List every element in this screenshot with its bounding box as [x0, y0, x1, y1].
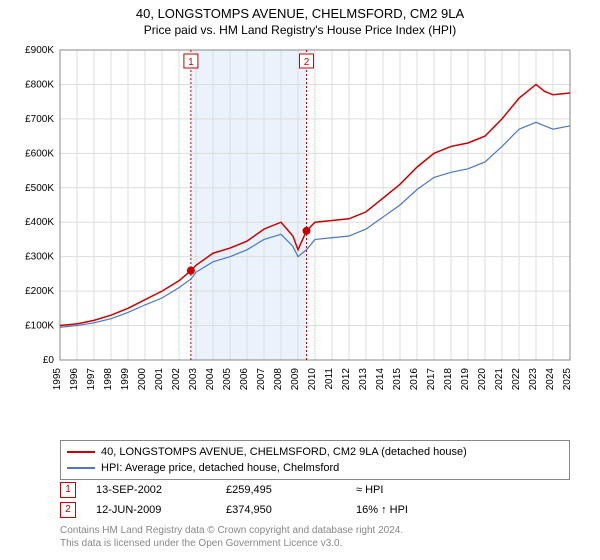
svg-text:1999: 1999 — [120, 368, 131, 391]
sale-vs_hpi: ≈ HPI — [356, 484, 486, 496]
legend-swatch — [67, 451, 95, 453]
svg-text:1995: 1995 — [52, 368, 63, 391]
sale-price: £374,950 — [226, 504, 356, 516]
svg-text:£400K: £400K — [25, 217, 54, 228]
svg-text:2011: 2011 — [324, 368, 335, 390]
svg-text:2021: 2021 — [494, 368, 505, 391]
svg-text:£0: £0 — [43, 355, 55, 366]
chart-subtitle: Price paid vs. HM Land Registry's House … — [0, 23, 600, 37]
svg-text:2014: 2014 — [375, 368, 386, 391]
svg-text:2009: 2009 — [290, 368, 301, 391]
svg-text:2002: 2002 — [171, 368, 182, 391]
legend-label: 40, LONGSTOMPS AVENUE, CHELMSFORD, CM2 9… — [101, 446, 467, 458]
legend-row: HPI: Average price, detached house, Chel… — [67, 460, 563, 476]
svg-text:1997: 1997 — [86, 368, 97, 391]
svg-text:2004: 2004 — [205, 368, 216, 391]
footer-line2: This data is licensed under the Open Gov… — [60, 537, 403, 550]
legend: 40, LONGSTOMPS AVENUE, CHELMSFORD, CM2 9… — [60, 440, 570, 480]
svg-text:2001: 2001 — [154, 368, 165, 391]
sale-row: 1 13-SEP-2002£259,495≈ HPI — [60, 480, 570, 500]
svg-text:2016: 2016 — [409, 368, 420, 391]
svg-text:1: 1 — [188, 57, 194, 68]
svg-text:£300K: £300K — [25, 252, 54, 263]
svg-text:2018: 2018 — [443, 368, 454, 391]
svg-text:2022: 2022 — [511, 368, 522, 391]
svg-text:£800K: £800K — [25, 79, 54, 90]
svg-text:2020: 2020 — [477, 368, 488, 391]
svg-text:£900K: £900K — [25, 45, 54, 56]
footer-attribution: Contains HM Land Registry data © Crown c… — [60, 524, 403, 550]
svg-text:2: 2 — [304, 57, 310, 68]
footer-line1: Contains HM Land Registry data © Crown c… — [60, 524, 403, 537]
svg-text:£100K: £100K — [25, 321, 54, 332]
svg-text:2005: 2005 — [222, 368, 233, 391]
svg-text:£700K: £700K — [25, 114, 54, 125]
sales-table: 1 13-SEP-2002£259,495≈ HPI 2 12-JUN-2009£37… — [60, 480, 570, 520]
svg-text:2000: 2000 — [137, 368, 148, 391]
legend-label: HPI: Average price, detached house, Chel… — [101, 462, 339, 474]
sale-vs_hpi: 16% ↑ HPI — [356, 504, 486, 516]
svg-text:1996: 1996 — [69, 368, 80, 391]
svg-text:£600K: £600K — [25, 148, 54, 159]
sale-date: 13-SEP-2002 — [96, 484, 226, 496]
legend-row: 40, LONGSTOMPS AVENUE, CHELMSFORD, CM2 9… — [67, 444, 563, 460]
svg-text:2019: 2019 — [460, 368, 471, 391]
svg-text:2008: 2008 — [273, 368, 284, 391]
sale-row: 2 12-JUN-2009£374,95016% ↑ HPI — [60, 500, 570, 520]
sale-badge: 1 — [60, 482, 76, 498]
svg-text:£500K: £500K — [25, 183, 54, 194]
legend-swatch — [67, 467, 95, 469]
svg-text:2025: 2025 — [562, 368, 573, 391]
svg-text:2024: 2024 — [545, 368, 556, 391]
svg-text:2003: 2003 — [188, 368, 199, 391]
svg-text:2015: 2015 — [392, 368, 403, 391]
svg-text:2013: 2013 — [358, 368, 369, 391]
svg-text:£200K: £200K — [25, 286, 54, 297]
svg-text:1998: 1998 — [103, 368, 114, 391]
svg-text:2012: 2012 — [341, 368, 352, 391]
svg-text:2010: 2010 — [307, 368, 318, 391]
svg-text:2023: 2023 — [528, 368, 539, 391]
sale-badge: 2 — [60, 502, 76, 518]
chart-title: 40, LONGSTOMPS AVENUE, CHELMSFORD, CM2 9… — [0, 0, 600, 23]
sale-price: £259,495 — [226, 484, 356, 496]
svg-text:2006: 2006 — [239, 368, 250, 391]
svg-text:2017: 2017 — [426, 368, 437, 391]
svg-text:2007: 2007 — [256, 368, 267, 391]
price-chart: £0£100K£200K£300K£400K£500K£600K£700K£80… — [60, 50, 570, 400]
sale-date: 12-JUN-2009 — [96, 504, 226, 516]
